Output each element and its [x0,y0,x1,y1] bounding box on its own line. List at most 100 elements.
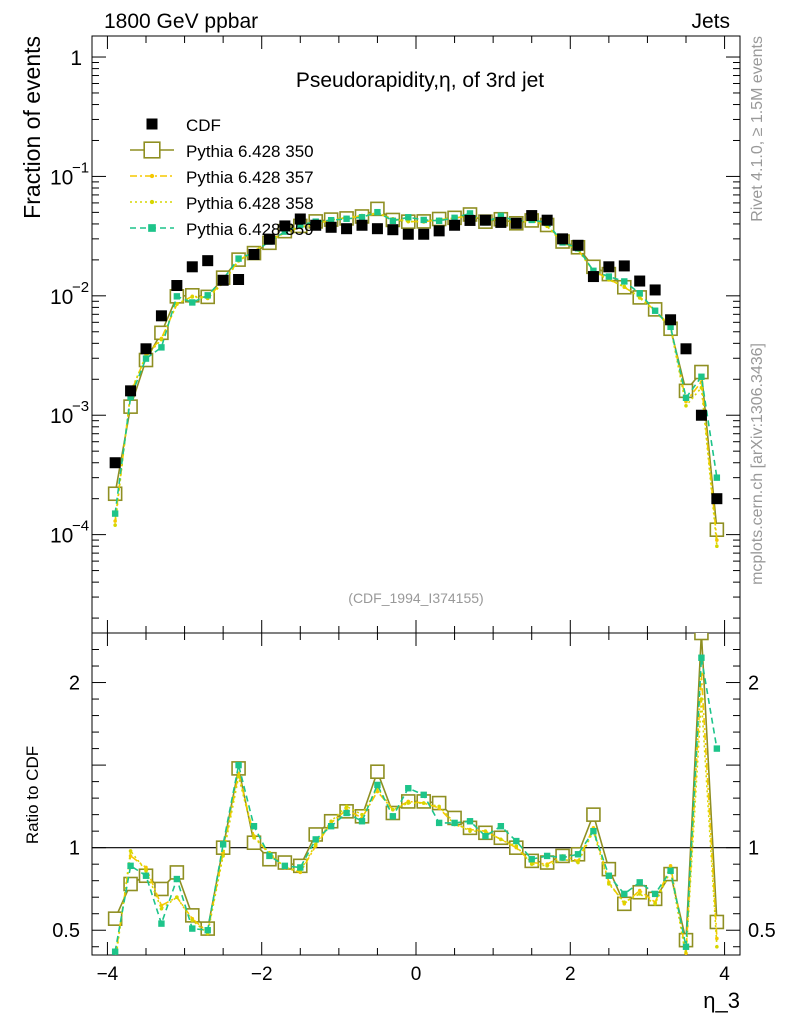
ratio-tick-label-right: 2 [748,673,759,695]
legend-marker-1 [149,173,155,179]
series-3-point [605,273,613,280]
analysis-watermark: (CDF_1994_I374155) [348,590,483,606]
cdf-data-point [433,225,445,237]
series-2-ratio-point [468,829,472,833]
series-3-ratio-point [297,864,304,871]
series-2-point [715,544,719,548]
legend-marker-0 [143,141,161,159]
x-tick-label: 2 [565,964,576,985]
header-right: Jets [691,10,730,33]
series-2-ratio-point [421,801,426,805]
cdf-data-point [418,228,430,240]
series-3-ratio-point [420,791,427,799]
series-2-ratio-point [685,954,687,955]
series-2-ratio-point [128,849,133,853]
series-3-ratio-point [713,745,721,752]
series-3-ratio-point [235,761,242,769]
series-3-ratio-point [158,920,165,927]
y-tick-label-base: 10 [50,525,73,548]
axis-ticks: −4 −2 0 2 410−410−310−210−110.5 0.51 12 2 [50,36,776,985]
series-3-ratio-point [698,654,705,661]
series-3-point [281,228,289,235]
y-tick-label-base: 1 [70,47,82,70]
series-2-ratio-point [715,944,719,949]
series-2-ratio-point [653,902,657,906]
series-1-ratio-point [637,888,642,893]
legend-marker-2 [149,199,155,205]
ratio-tick-label-left: 1 [69,838,80,860]
rivet-version-label: Rivet 4.1.0, ≥ 1.5M events [749,36,766,222]
series-0-ratio-point [370,764,385,780]
series-2-point [622,284,627,289]
legend-cdf-marker [146,118,158,130]
series-1-ratio-point [668,864,673,868]
series-3-point [651,307,659,314]
series-3-ratio-point [374,781,381,789]
series-2-ratio-point [514,844,519,848]
y-tick-label-exponent: −2 [72,279,89,296]
series-3-ratio-point [389,813,397,820]
y-tick-label-base: 10 [50,166,73,189]
series-3-ratio-point [605,872,613,879]
series-3-point [621,278,628,285]
series-0-ratio-point [709,914,725,930]
series-2-point [175,301,179,306]
series-2-point [190,295,195,299]
series-1-ratio-point [715,936,719,941]
cdf-data-point [371,223,383,235]
x-tick-label: −2 [251,964,273,985]
series-3-point [497,212,505,219]
series-3-point [327,216,335,224]
series-3-ratio-point [189,925,196,932]
x-tick-label: 4 [719,964,730,985]
series-2-ratio-point [221,854,225,858]
series-2-ratio-line [115,699,718,955]
series-2-ratio-point [545,864,549,868]
series-2-ratio-point [699,697,704,701]
series-3-ratio-point [204,927,211,934]
series-3-point [698,373,705,380]
series-2-point [159,337,164,342]
cdf-data-point [526,210,538,222]
series-2-ratio-point [144,868,148,873]
series-3-point [127,393,134,401]
legend-label-3: Pythia 6.428 359 [186,220,314,239]
series-3-point [405,214,412,221]
cdf-data-point [248,248,260,260]
cdf-data-point [356,219,368,231]
series-3-ratio-point [621,890,628,898]
series-3-point [142,355,150,362]
cdf-data-point [572,239,584,251]
series-2-ratio-point [406,801,411,805]
x-tick-label: −4 [97,964,119,985]
series-2-ratio-point [344,804,349,809]
series-3-point [358,214,366,221]
series-2-point [113,523,117,527]
series-3-ratio-point [219,841,227,848]
series-2-point [637,296,642,300]
cdf-data-point [449,219,461,231]
series-2-ratio-point [236,774,241,779]
mcplots-label: mcplots.cern.ch [arXiv:1306.3436] [749,343,766,585]
series-2-ratio-point [329,819,333,824]
y-axis-label: Fraction of events [19,36,45,219]
y-tick-label-base: 10 [50,286,73,309]
series-0-ratio-point [694,633,709,641]
cdf-data-point [279,220,291,232]
series-2-ratio-point [437,804,441,809]
cdf-data-point [479,214,491,226]
cdf-data-point [155,310,167,322]
series-2-ratio-point [391,807,395,812]
series-3-ratio-line [114,657,718,952]
series-3-point [204,292,211,299]
cdf-data-point [634,275,646,287]
legend: CDF Pythia 6.428 350 Pythia 6.428 357 Pythi… [130,116,314,239]
cdf-data-point [557,233,569,245]
series-3-ratio-point [111,948,119,955]
ratio-tick-label-right: 0.5 [748,920,776,942]
series-2-ratio-point [576,860,580,865]
legend-label-0: Pythia 6.428 350 [186,142,314,161]
series-2-ratio-point [637,892,642,896]
legend-marker-3 [148,224,156,232]
legend-label-1: Pythia 6.428 357 [186,168,314,187]
